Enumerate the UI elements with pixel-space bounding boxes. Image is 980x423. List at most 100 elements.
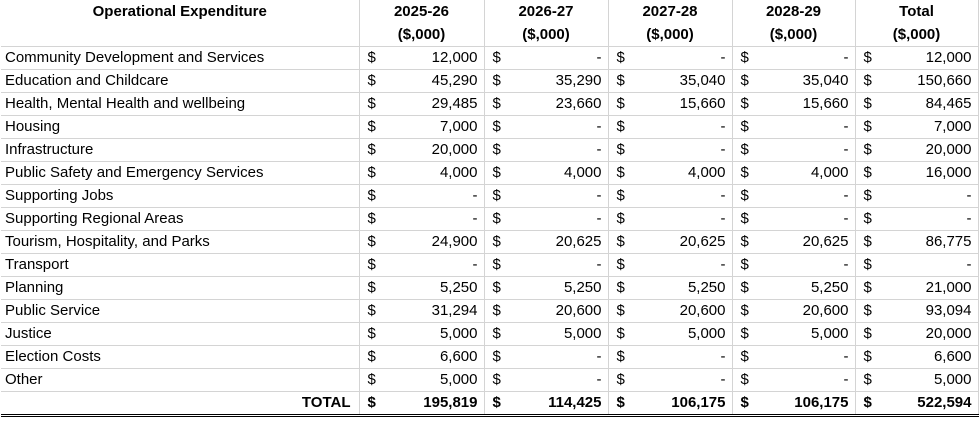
row-label: Education and Childcare	[1, 69, 360, 93]
currency-symbol: $	[608, 368, 638, 392]
row-label: Housing	[1, 115, 360, 139]
header-total: Total	[855, 0, 979, 23]
cell-value: 4,000	[514, 161, 609, 185]
currency-symbol: $	[359, 299, 389, 323]
currency-symbol: $	[359, 368, 389, 392]
cell-value: -	[762, 115, 856, 139]
cell-value: -	[762, 184, 856, 208]
currency-symbol: $	[855, 322, 885, 346]
row-label: Public Safety and Emergency Services	[1, 161, 360, 185]
header-label: Operational Expenditure	[1, 0, 360, 23]
cell-value: -	[638, 207, 733, 231]
row-label: Community Development and Services	[1, 46, 360, 70]
currency-symbol: $	[608, 115, 638, 139]
currency-symbol: $	[732, 253, 762, 277]
header-year: 2027-28	[608, 0, 733, 23]
cell-value: -	[762, 207, 856, 231]
cell-value: -	[514, 46, 609, 70]
cell-value: -	[389, 184, 485, 208]
currency-symbol: $	[359, 253, 389, 277]
cell-value: -	[885, 207, 979, 231]
currency-symbol: $	[732, 115, 762, 139]
table-row: Tourism, Hospitality, and Parks $24,900 $2…	[1, 230, 979, 254]
currency-symbol: $	[608, 230, 638, 254]
cell-value: 20,000	[885, 138, 979, 162]
currency-symbol: $	[855, 46, 885, 70]
total-value: 114,425	[514, 391, 609, 417]
currency-symbol: $	[359, 322, 389, 346]
currency-symbol: $	[484, 253, 514, 277]
cell-value: -	[514, 207, 609, 231]
cell-value: 5,250	[389, 276, 485, 300]
cell-value: -	[514, 253, 609, 277]
table-row: Other $5,000 $ - $ - $ - $5,000	[1, 368, 979, 392]
cell-value: -	[885, 184, 979, 208]
currency-symbol: $	[732, 46, 762, 70]
table-row: Education and Childcare $45,290 $35,290 $35…	[1, 69, 979, 93]
row-label: Public Service	[1, 299, 360, 323]
currency-symbol: $	[484, 345, 514, 369]
cell-value: 20,625	[762, 230, 856, 254]
header-row-units: ($,000) ($,000) ($,000) ($,000) ($,000)	[1, 23, 979, 47]
header-year: 2028-29	[732, 0, 856, 23]
currency-symbol: $	[855, 115, 885, 139]
header-year: 2025-26	[359, 0, 485, 23]
cell-value: -	[389, 253, 485, 277]
cell-value: 150,660	[885, 69, 979, 93]
table-row: Justice $5,000 $5,000 $5,000 $5,000 $20,000	[1, 322, 979, 346]
currency-symbol: $	[484, 46, 514, 70]
cell-value: 21,000	[885, 276, 979, 300]
cell-value: 45,290	[389, 69, 485, 93]
currency-symbol: $	[732, 391, 762, 417]
cell-value: 15,660	[638, 92, 733, 116]
currency-symbol: $	[855, 276, 885, 300]
currency-symbol: $	[359, 230, 389, 254]
row-label: Other	[1, 368, 360, 392]
cell-value: 7,000	[389, 115, 485, 139]
row-label: Supporting Jobs	[1, 184, 360, 208]
header-blank	[1, 23, 360, 47]
cell-value: 6,600	[389, 345, 485, 369]
cell-value: 4,000	[762, 161, 856, 185]
cell-value: 15,660	[762, 92, 856, 116]
currency-symbol: $	[855, 299, 885, 323]
currency-symbol: $	[608, 207, 638, 231]
currency-symbol: $	[855, 253, 885, 277]
currency-symbol: $	[608, 46, 638, 70]
cell-value: 31,294	[389, 299, 485, 323]
cell-value: 12,000	[885, 46, 979, 70]
currency-symbol: $	[484, 92, 514, 116]
currency-symbol: $	[484, 69, 514, 93]
cell-value: 5,000	[885, 368, 979, 392]
cell-value: -	[638, 115, 733, 139]
currency-symbol: $	[732, 345, 762, 369]
total-label: TOTAL	[1, 391, 360, 417]
currency-symbol: $	[608, 276, 638, 300]
cell-value: -	[514, 115, 609, 139]
cell-value: 20,000	[389, 138, 485, 162]
currency-symbol: $	[359, 345, 389, 369]
header-unit: ($,000)	[732, 23, 856, 47]
currency-symbol: $	[732, 276, 762, 300]
cell-value: 4,000	[638, 161, 733, 185]
cell-value: 4,000	[389, 161, 485, 185]
cell-value: 35,040	[762, 69, 856, 93]
currency-symbol: $	[484, 207, 514, 231]
currency-symbol: $	[608, 299, 638, 323]
header-year: 2026-27	[484, 0, 609, 23]
cell-value: 20,625	[638, 230, 733, 254]
currency-symbol: $	[484, 276, 514, 300]
currency-symbol: $	[359, 115, 389, 139]
total-value: 106,175	[762, 391, 856, 417]
cell-value: -	[638, 345, 733, 369]
cell-value: -	[762, 253, 856, 277]
cell-value: 20,000	[885, 322, 979, 346]
row-label: Planning	[1, 276, 360, 300]
currency-symbol: $	[732, 138, 762, 162]
cell-value: 20,600	[514, 299, 609, 323]
cell-value: -	[389, 207, 485, 231]
currency-symbol: $	[732, 299, 762, 323]
currency-symbol: $	[359, 138, 389, 162]
currency-symbol: $	[732, 230, 762, 254]
row-label: Transport	[1, 253, 360, 277]
